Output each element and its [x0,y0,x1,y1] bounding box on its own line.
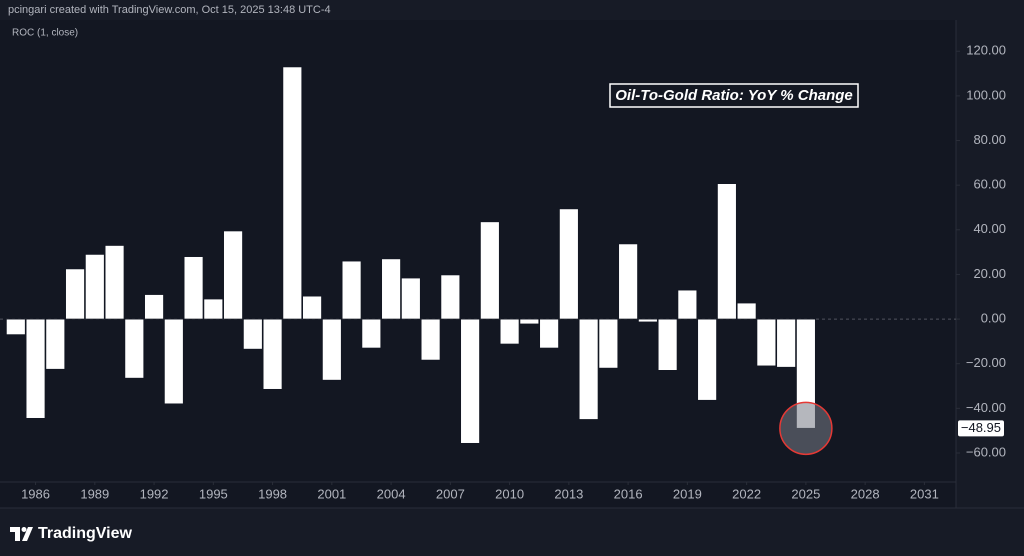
bar [321,318,342,381]
bar [539,318,559,349]
x-tick-label: 1995 [199,486,228,501]
y-tick-label: −40.00 [966,400,1006,415]
bar [183,256,204,320]
x-tick-label: 1989 [80,486,109,501]
brand: TradingView [38,525,133,542]
x-tick-label: 1992 [140,486,169,501]
bar [242,318,263,350]
bar [776,318,797,368]
x-tick-label: 1998 [258,486,287,501]
logo: TradingView [10,525,133,542]
bar [302,295,322,320]
bar [262,318,283,390]
plot: 120.00 100.00 80.00 60.00 40.00 20.00 0.00 −20.… [0,43,1006,501]
bar [618,243,638,320]
highlight-circle [779,401,833,456]
y-tick-label: 0.00 [981,311,1006,326]
y-tick-label: 120.00 [966,43,1006,58]
x-tick-label: 2001 [317,486,346,501]
bar [163,318,184,405]
bar [282,66,303,320]
bar [637,318,658,323]
bar [400,277,421,320]
bar [45,318,66,370]
x-tick-label: 2016 [614,486,643,501]
bar [578,318,599,420]
y-tick-label: 80.00 [973,132,1006,147]
x-tick-label: 2010 [495,486,524,501]
bar [104,245,125,320]
x-tick-label: 2013 [554,486,583,501]
logo-dot [21,527,27,532]
bar [479,221,500,320]
x-tick-label: 2004 [377,486,406,501]
bar [499,318,520,345]
bar [677,289,698,320]
indicator-label: ROC (1, close) [12,28,78,39]
x-tick-label: 2019 [673,486,702,501]
x-tick-label: 1986 [21,486,50,501]
bar [341,260,362,320]
bar [361,318,382,349]
bar [381,258,401,320]
bar [736,302,757,320]
bar [558,208,579,320]
bar [716,183,737,320]
last-value-label: −48.95 [961,420,1001,435]
bar [420,318,441,361]
credit: pcingari created with TradingView.com, O… [8,4,331,16]
bar [203,298,224,320]
y-tick-label: 40.00 [973,221,1006,236]
bar [223,230,243,320]
y-tick-label: 20.00 [973,266,1006,281]
bar [697,318,718,401]
y-tick-label: 60.00 [973,177,1006,192]
y-tick-label: 100.00 [966,87,1006,102]
annotation-box [609,83,859,108]
bar [5,318,26,336]
logo-icon [10,527,33,541]
bar [144,294,164,320]
bar [25,318,46,419]
y-tick-label: −20.00 [966,355,1006,370]
last-value-box [958,420,1004,437]
bar [124,318,145,379]
bar [440,274,461,320]
bar [84,253,105,320]
x-tick-label: 2025 [791,486,820,501]
x-tick-label: 2022 [732,486,761,501]
annotation: Oil-To-Gold Ratio: YoY % Change [615,87,853,104]
x-tick-label: 2031 [910,486,939,501]
bar [657,318,678,371]
bar [460,318,480,444]
bar [519,318,540,325]
x-tick-label: 2007 [436,486,465,501]
bar [65,268,85,320]
bar [756,318,777,367]
y-tick-label: −60.00 [966,444,1006,459]
bar [598,318,619,369]
x-tick-label: 2028 [851,486,880,501]
